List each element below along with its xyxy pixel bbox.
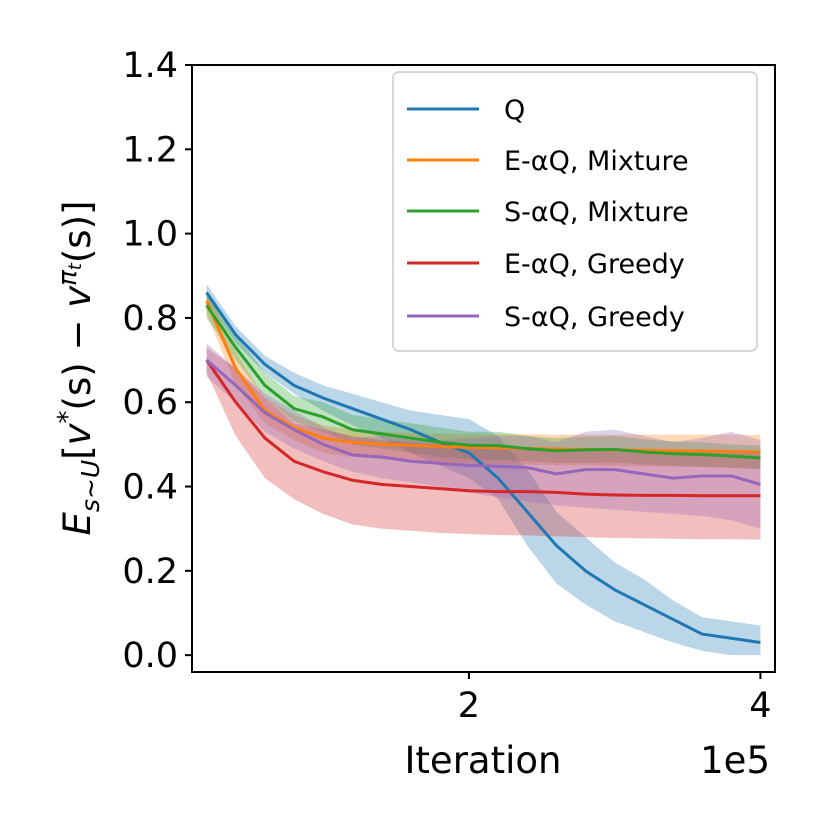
- x-tick-label: 4: [749, 686, 771, 726]
- y-tick-label: 1.2: [122, 130, 178, 170]
- legend-box: [392, 71, 758, 352]
- line-s-alphaq-mixture: [205, 304, 761, 460]
- y-tick-label: 0.0: [122, 636, 178, 676]
- y-tick-label: 0.4: [122, 468, 178, 508]
- band-s-alphaq-greedy: [206, 343, 761, 529]
- legend-label-s-alpha-q-greedy: S-αQ, Greedy: [504, 302, 685, 333]
- y-tick-label: 0.6: [122, 383, 178, 423]
- x-axis-offset-text: 1e5: [700, 739, 770, 782]
- line-e-alphaq-greedy: [205, 359, 761, 498]
- axes-frame: [191, 64, 776, 673]
- y-tick-label: 0.8: [122, 299, 178, 339]
- x-axis-label: Iteration: [405, 739, 562, 782]
- y-axis-label: Es∼U[v*(s) − vπt(s)]: [53, 201, 105, 536]
- legend-label-s-alpha-q-mixture: S-αQ, Mixture: [504, 197, 689, 228]
- line-e-alphaq-mixture: [205, 300, 761, 454]
- legend-label-e-alpha-q-greedy: E-αQ, Greedy: [504, 249, 685, 280]
- x-tick-label: 2: [458, 686, 480, 726]
- y-tick-label: 1.0: [122, 215, 178, 255]
- series-lines: [205, 291, 761, 644]
- line-s-alphaq-greedy: [205, 358, 761, 486]
- band-e-alphaq-greedy: [206, 347, 761, 540]
- y-tick-label: 1.4: [122, 46, 178, 86]
- y-tick-label: 0.2: [122, 552, 178, 592]
- legend-label-e-alpha-q-mixture: E-αQ, Mixture: [504, 146, 689, 177]
- legend: Q E-αQ, Mixture S-αQ, Mixture E-αQ, Gree…: [392, 71, 758, 352]
- legend-label-q: Q: [504, 95, 525, 126]
- band-q: [206, 284, 761, 656]
- y-axis-ticks: 0.0 0.2 0.4 0.6 0.8 1.0 1.2 1.4: [122, 46, 192, 676]
